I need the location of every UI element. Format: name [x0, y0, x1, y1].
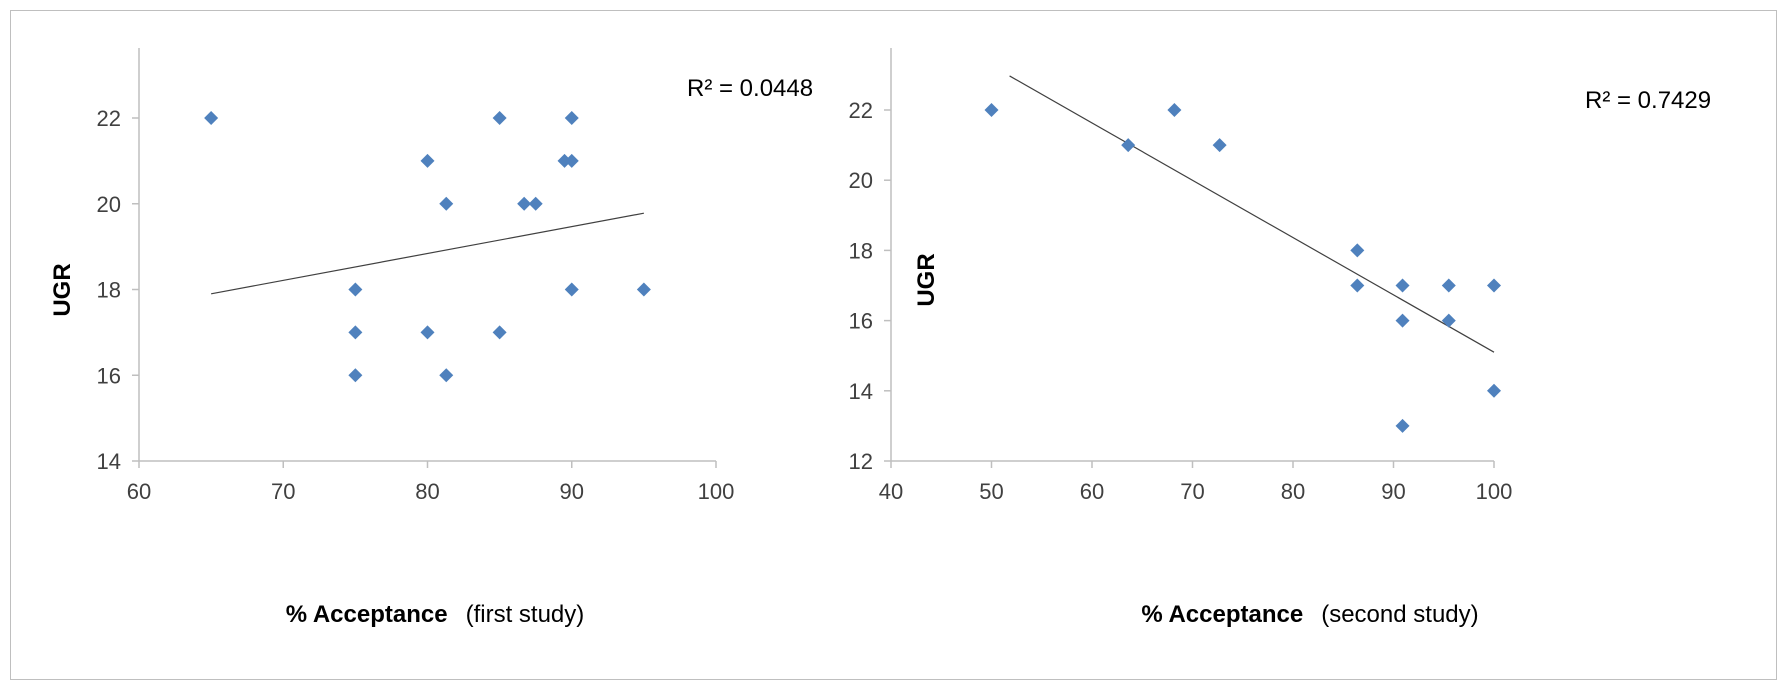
chart-second-study-data-point — [1487, 278, 1501, 293]
chart-first-study-axes: 60 70 80 90 100 14 16 18 20 22 — [97, 48, 735, 504]
chart-second-study-x-axis-label-note: (second study) — [1321, 601, 1478, 628]
chart-first-study-data-point — [492, 111, 507, 125]
chart-first-study-data-point — [204, 111, 219, 125]
chart-first-study: 60 70 80 90 100 14 16 18 20 22 UGR % Acceptance (f… — [49, 48, 813, 628]
chart-first-study-data-point — [528, 196, 543, 211]
chart-first-study-data-point — [348, 325, 363, 340]
chart-second-study-data-point — [1487, 383, 1501, 398]
chart-second-study-data-point — [1395, 418, 1410, 433]
chart-first-study-r2-label: R² = 0.0448 — [687, 75, 813, 102]
chart-first-study-y-axis-label: UGR — [49, 263, 76, 316]
chart-first-study-y-tick-label: 18 — [97, 278, 121, 303]
chart-first-study-data-point — [420, 325, 435, 340]
chart-second-study-y-tick-label: 12 — [849, 449, 873, 474]
chart-second-study-x-tick-label: 40 — [879, 479, 903, 504]
chart-first-study-y-tick-label: 20 — [97, 192, 121, 217]
chart-first-study-data-point — [564, 282, 579, 297]
chart-first-study-y-tick-label: 14 — [97, 449, 121, 474]
chart-second-study-data-point — [1121, 138, 1136, 153]
chart-first-study-x-tick-label: 90 — [560, 479, 584, 504]
chart-second-study-y-axis-label: UGR — [913, 253, 940, 306]
chart-first-study-data-point — [439, 196, 454, 211]
chart-second-study-x-tick-label: 60 — [1080, 479, 1104, 504]
chart-second-study-x-tick-label: 100 — [1476, 479, 1513, 504]
chart-first-study-data-point — [557, 153, 572, 168]
chart-second-study-data-point — [1441, 313, 1456, 328]
chart-first-study-labels: UGR % Acceptance (first study) R² = 0.044… — [49, 75, 813, 628]
chart-first-study-points — [204, 111, 651, 383]
chart-second-study-data-point — [1350, 278, 1365, 293]
chart-second-study-data-point — [1167, 103, 1182, 117]
chart-second-study-y-tick-label: 14 — [849, 379, 873, 404]
chart-first-study-data-point — [439, 368, 454, 383]
chart-second-study-x-tick-label: 70 — [1180, 479, 1204, 504]
chart-second-study-trendline — [1009, 75, 1495, 353]
chart-first-study-data-point — [492, 325, 507, 340]
chart-second-study-y-tick-label: 18 — [849, 238, 873, 263]
chart-first-study-x-axis-label-note: (first study) — [466, 601, 585, 628]
chart-first-study-x-axis-label-bold: % Acceptance — [286, 601, 448, 628]
chart-second-study-r2-label: R² = 0.7429 — [1585, 87, 1711, 114]
chart-second-study-points — [984, 103, 1501, 433]
chart-first-study-x-tick-label: 60 — [127, 479, 151, 504]
chart-first-study-data-point — [348, 368, 363, 383]
chart-second-study-x-axis-label: % Acceptance (second study) — [1141, 601, 1478, 628]
chart-second-study-x-tick-label: 90 — [1381, 479, 1405, 504]
chart-second-study: 40 50 60 70 80 90 100 12 14 16 18 20 22 UGR % Accept… — [849, 48, 1711, 628]
chart-first-study-data-point — [348, 282, 363, 297]
chart-second-study-labels: UGR % Acceptance (second study) R² = 0.74… — [913, 87, 1711, 628]
chart-second-study-data-point — [1350, 243, 1365, 258]
chart-second-study-y-tick-label: 16 — [849, 309, 873, 334]
chart-first-study-data-point — [564, 111, 579, 125]
chart-second-study-x-axis-label-bold: % Acceptance — [1141, 601, 1303, 628]
chart-first-study-x-tick-label: 100 — [698, 479, 735, 504]
chart-first-study-x-axis-label: % Acceptance (first study) — [286, 601, 585, 628]
chart-first-study-data-point — [636, 282, 651, 297]
chart-first-study-x-tick-label: 70 — [271, 479, 295, 504]
chart-second-study-y-tick-label: 20 — [849, 168, 873, 193]
chart-first-study-y-tick-label: 22 — [97, 106, 121, 131]
chart-second-study-x-tick-label: 80 — [1281, 479, 1305, 504]
figure-frame — [10, 10, 1777, 680]
chart-first-study-data-point — [420, 153, 435, 168]
chart-second-study-axes: 40 50 60 70 80 90 100 12 14 16 18 20 22 — [849, 48, 1513, 504]
chart-second-study-data-point — [1395, 313, 1410, 328]
chart-second-study-data-point — [1212, 138, 1227, 153]
chart-first-study-x-tick-label: 80 — [415, 479, 439, 504]
chart-first-study-y-tick-label: 16 — [97, 363, 121, 388]
chart-second-study-trendline-group — [1009, 75, 1495, 353]
chart-first-study-data-point — [517, 196, 532, 211]
chart-second-study-data-point — [1395, 278, 1410, 293]
chart-first-study-trendline-group — [211, 212, 644, 295]
chart-second-study-y-tick-label: 22 — [849, 98, 873, 123]
chart-first-study-data-point — [564, 153, 579, 168]
chart-second-study-data-point — [1441, 278, 1456, 293]
chart-second-study-x-tick-label: 50 — [979, 479, 1003, 504]
chart-first-study-trendline — [211, 212, 644, 295]
chart-second-study-data-point — [984, 103, 999, 117]
